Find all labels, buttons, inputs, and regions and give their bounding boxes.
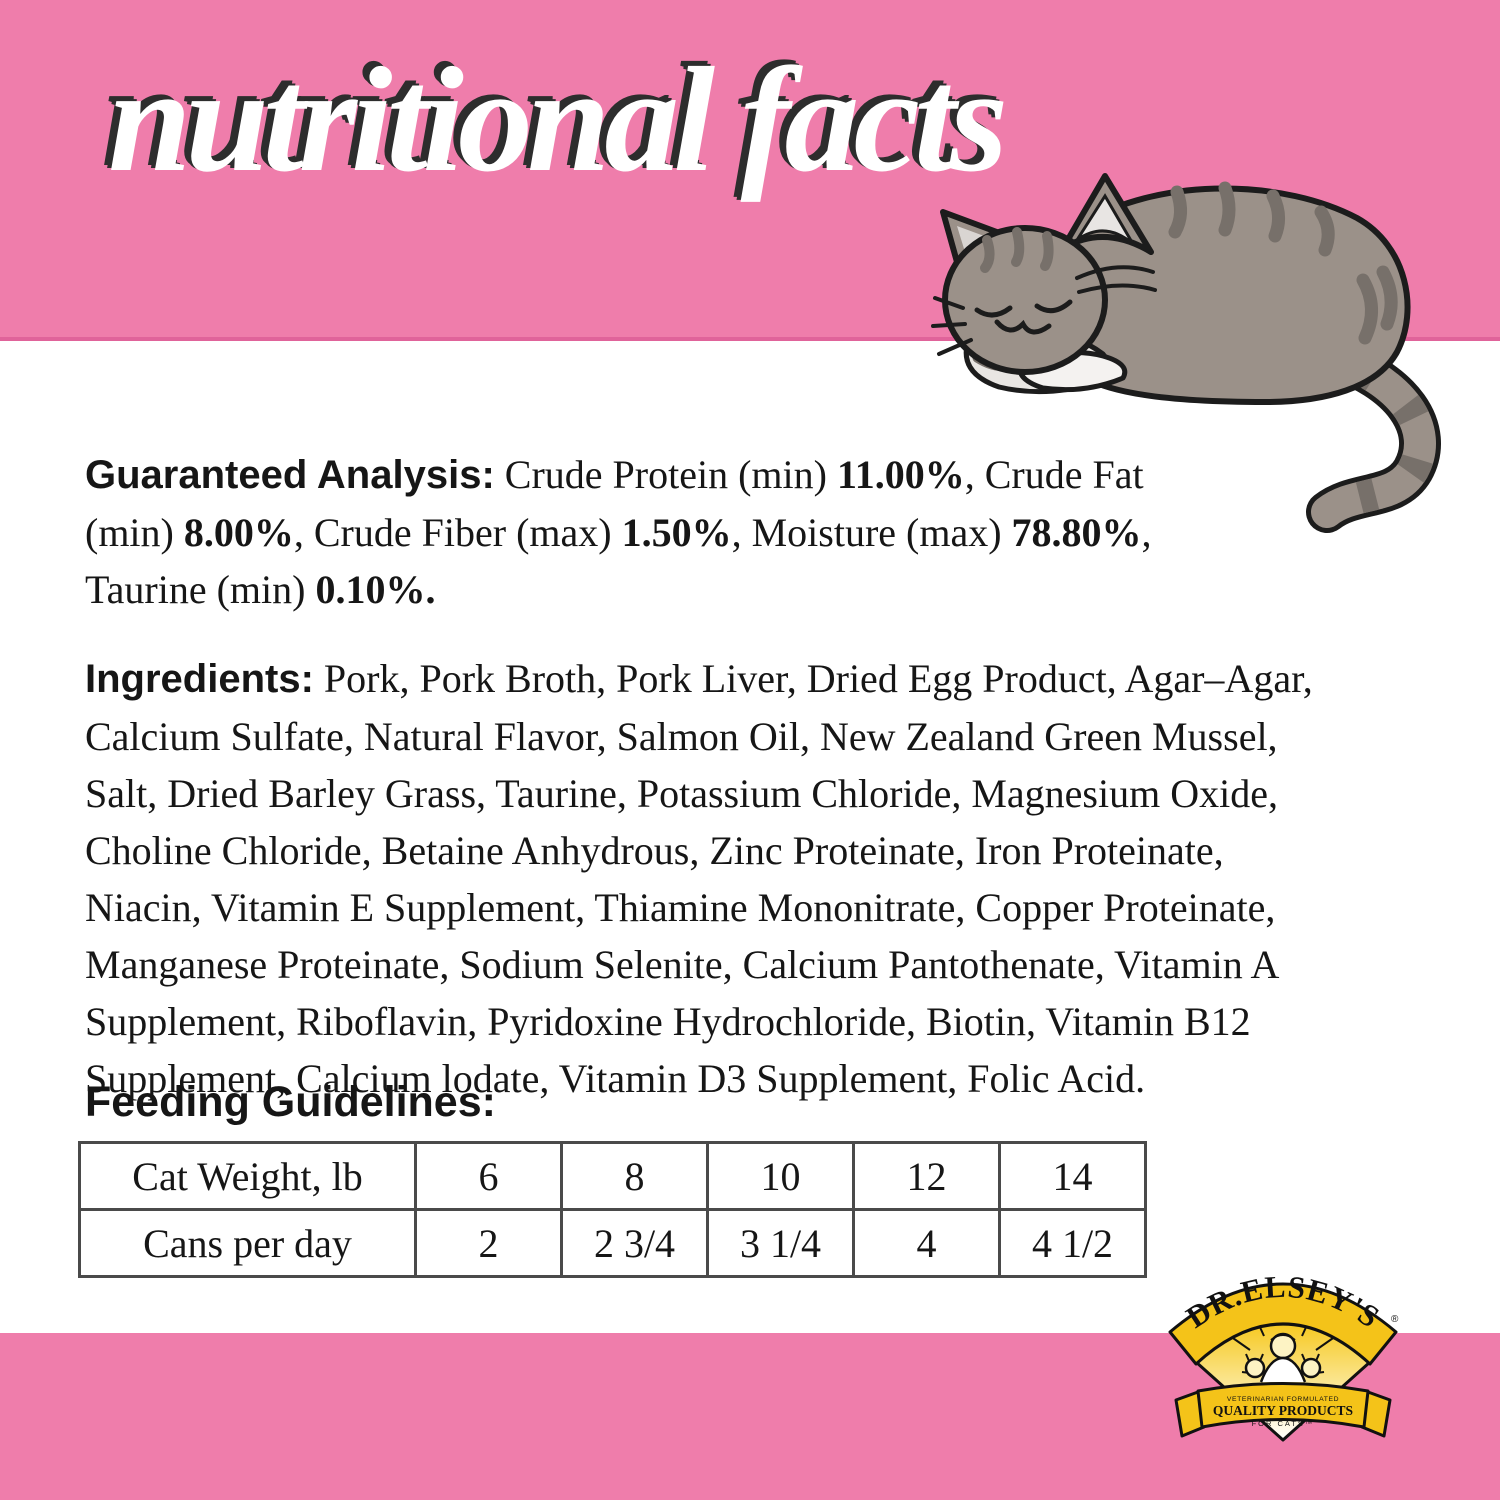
table-cell: 14: [998, 1141, 1147, 1211]
guaranteed-analysis-text: Guaranteed Analysis: Crude Protein (min)…: [85, 446, 1485, 618]
text-run: , Crude Fat (min): [85, 452, 1144, 555]
table-cell: 12: [852, 1141, 1001, 1211]
logo-figure: [1229, 1313, 1337, 1383]
text-run: Crude Protein (min): [494, 452, 837, 497]
text-run: Ingredients:: [85, 657, 314, 701]
feeding-guidelines-heading: Feeding Guidelines:: [85, 1078, 496, 1126]
logo-top-banner: [1168, 1282, 1398, 1366]
logo-line2: QUALITY PRODUCTS: [1213, 1403, 1353, 1418]
table-cell: 6: [414, 1141, 563, 1211]
table-cell: 2 3/4: [560, 1208, 709, 1278]
text-run: , Taurine (min): [85, 510, 1152, 612]
text-run: , Crude Fiber (max): [293, 510, 622, 555]
table-row: Cat Weight, lb 6 8 10 12 14: [78, 1141, 1147, 1211]
text-run: , Moisture (max): [731, 510, 1012, 555]
text-run: 1.50%: [621, 510, 732, 555]
logo-ribbon: VETERINARIAN FORMULATED QUALITY PRODUCTS…: [1174, 1382, 1392, 1438]
text-run: Guaranteed Analysis:: [85, 453, 495, 497]
logo-registered-mark: ®: [1391, 1314, 1399, 1325]
table-cell: Cans per day: [78, 1208, 417, 1278]
sleeping-cat-icon: [931, 173, 1441, 533]
text-run: 78.80%: [1011, 510, 1142, 555]
table-cell: 4 1/2: [998, 1208, 1147, 1278]
text-run: 0.10%.: [315, 567, 436, 612]
table-cell: 10: [706, 1141, 855, 1211]
table-cell: 3 1/4: [706, 1208, 855, 1278]
cat-tail: [1304, 334, 1441, 533]
text-run: 8.00%: [183, 510, 294, 555]
table-cell: Cat Weight, lb: [78, 1141, 417, 1211]
text-run: Pork, Pork Broth, Pork Liver, Dried Egg …: [85, 656, 1313, 1101]
logo-line1: VETERINARIAN FORMULATED: [1227, 1396, 1339, 1403]
ingredients-text: Ingredients: Pork, Pork Broth, Pork Live…: [85, 650, 1485, 1107]
table-row: Cans per day 2 2 3/4 3 1/4 4 4 1/2: [78, 1208, 1147, 1278]
feeding-guidelines-table: Cat Weight, lb 6 8 10 12 14 Cans per day 2 2 3/4…: [78, 1141, 1147, 1278]
table-cell: 8: [560, 1141, 709, 1211]
table-cell: 4: [852, 1208, 1001, 1278]
page-title: nutritional facts: [108, 37, 1008, 203]
text-run: 11.00%: [836, 452, 965, 497]
brand-logo: DR.ELSEY'S ® VETERINARIAN FORMULATED QUA…: [1168, 1269, 1399, 1442]
table-cell: 2: [414, 1208, 563, 1278]
cat-head: [931, 173, 1157, 375]
logo-line3: FOR CATS™: [1252, 1419, 1315, 1428]
